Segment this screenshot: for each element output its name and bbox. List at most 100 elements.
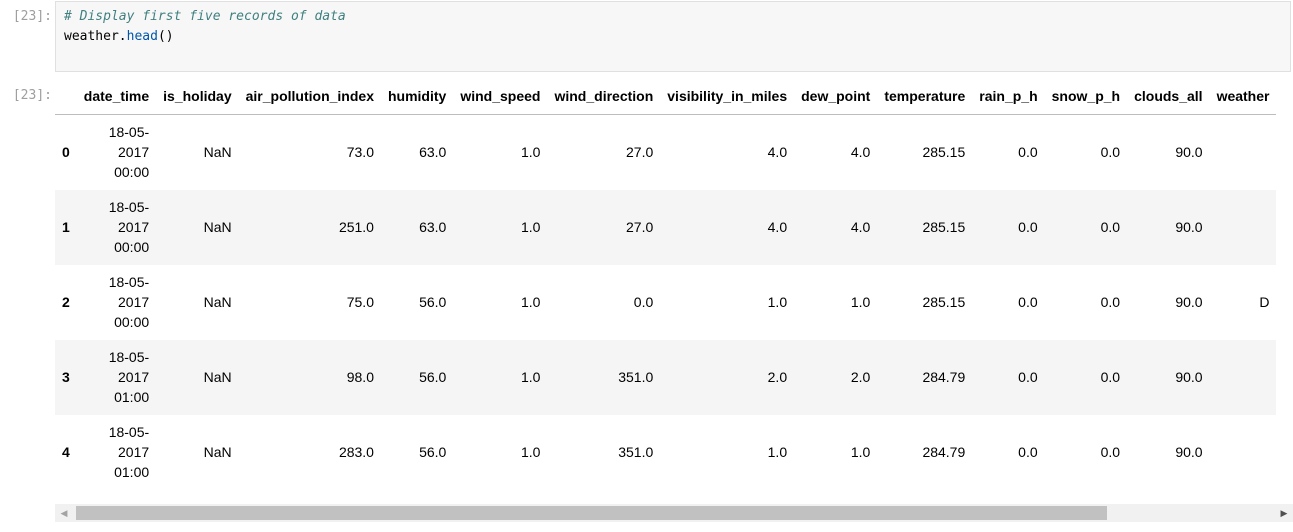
date-time-part: 18-05- xyxy=(108,274,150,290)
column-header: snow_p_h xyxy=(1044,78,1128,115)
table-cell: 27.0 xyxy=(626,219,654,235)
input-prompt: [23]: xyxy=(12,9,52,24)
table-cell: 0.0 xyxy=(1100,369,1121,385)
column-header: air_pollution_index xyxy=(238,78,381,115)
table-cell: 56.0 xyxy=(419,294,447,310)
table-cell: 90.0 xyxy=(1175,444,1203,460)
date-time-part: 18-05- xyxy=(108,124,150,141)
date-time-part: 18-05- xyxy=(108,424,150,440)
column-header: clouds_all xyxy=(1127,78,1210,115)
table-cell: NaN xyxy=(203,144,232,161)
column-header: date_time xyxy=(76,78,157,115)
table-cell: 1.0 xyxy=(767,444,788,460)
date-time-part: 00:00 xyxy=(114,164,150,181)
table-cell: 63.0 xyxy=(419,144,447,161)
output-area: date_time is_holiday air_pollution_index hu… xyxy=(55,78,1293,503)
table-cell: 1.0 xyxy=(521,294,541,310)
scroll-left-icon[interactable]: ◀ xyxy=(60,508,68,518)
table-cell xyxy=(1210,190,1277,265)
table-cell: 1.0 xyxy=(521,219,541,235)
table-cell: 75.0 xyxy=(346,294,374,310)
date-time-part: 2017 xyxy=(118,219,150,235)
table-cell: 351.0 xyxy=(618,369,654,385)
table-cell: 0.0 xyxy=(1018,294,1038,310)
column-header: dew_point xyxy=(794,78,878,115)
table-cell: 56.0 xyxy=(419,369,447,385)
code-object: weather. xyxy=(64,29,127,44)
table-row: 0 18-05- 2017 00:00 NaN 73.0 63.0 1.0 27.0 4.0 4.0… xyxy=(55,115,1276,190)
table-cell: 0.0 xyxy=(1018,444,1038,460)
table-cell: 2.0 xyxy=(850,369,871,385)
column-header: humidity xyxy=(380,78,454,115)
column-header: rain_p_h xyxy=(972,78,1045,115)
date-time-part: 00:00 xyxy=(114,314,150,330)
column-header: wind_speed xyxy=(453,78,548,115)
table-cell: 90.0 xyxy=(1175,294,1203,310)
output-prompt: [23]: xyxy=(12,88,52,103)
date-time-part: 2017 xyxy=(118,144,150,161)
table-cell: 1.0 xyxy=(521,444,541,460)
table-cell: 283.0 xyxy=(338,444,374,460)
dataframe-table: date_time is_holiday air_pollution_index hu… xyxy=(55,78,1277,490)
date-time-part: 2017 xyxy=(118,294,150,310)
table-cell: 4.0 xyxy=(850,219,871,235)
table-cell: 285.15 xyxy=(922,294,966,310)
table-cell: 1.0 xyxy=(767,294,788,310)
code-cell[interactable]: # Display first five records of data wea… xyxy=(55,1,1291,72)
date-time-part: 18-05- xyxy=(108,349,150,365)
table-cell: 90.0 xyxy=(1175,144,1203,161)
table-cell: 4.0 xyxy=(767,144,788,161)
table-cell: 0.0 xyxy=(1100,444,1121,460)
table-cell: 0.0 xyxy=(1018,219,1038,235)
scrollbar-thumb[interactable] xyxy=(76,506,1107,520)
table-cell: 0.0 xyxy=(633,294,654,310)
table-cell: 90.0 xyxy=(1175,219,1203,235)
table-row: 2 18-05- 2017 00:00 NaN 75.0 56.0 1.0 0.0 1.0 1.0 2… xyxy=(55,265,1276,340)
index-header xyxy=(55,78,77,115)
date-time-part: 2017 xyxy=(118,369,150,385)
header-row: date_time is_holiday air_pollution_index hu… xyxy=(55,78,1277,115)
table-cell: 2.0 xyxy=(767,369,788,385)
table-row: 1 18-05- 2017 00:00 NaN 251.0 63.0 1.0 27.0 4.0 4.… xyxy=(55,189,1277,265)
column-header: is_holiday xyxy=(156,78,239,115)
scroll-right-icon[interactable]: ▶ xyxy=(1280,508,1288,518)
table-cell: 98.0 xyxy=(346,369,374,385)
column-header: wind_direction xyxy=(547,78,661,115)
table-cell: 285.15 xyxy=(922,144,966,161)
date-time-cell: 18-05- 2017 01:00 xyxy=(77,415,156,490)
date-time-part: 18-05- xyxy=(108,199,150,215)
table-cell: NaN xyxy=(203,294,232,310)
table-cell: 0.0 xyxy=(1018,369,1038,385)
table-cell: 0.0 xyxy=(1100,144,1121,161)
horizontal-scrollbar[interactable]: ◀ ▶ xyxy=(55,504,1293,522)
table-cell: 0.0 xyxy=(1018,144,1038,161)
row-index: 1 xyxy=(62,219,70,235)
date-time-cell: 18-05- 2017 00:00 xyxy=(77,190,156,265)
row-index: 0 xyxy=(62,144,70,161)
date-time-cell: 18-05- 2017 00:00 xyxy=(77,265,156,340)
date-time-part: 01:00 xyxy=(114,464,150,480)
table-body: 0 18-05- 2017 00:00 NaN 73.0 63.0 1.0 27.0 4.0 4.0… xyxy=(55,115,1277,490)
code-comment: # Display first five records of data xyxy=(64,9,346,24)
table-cell: 73.0 xyxy=(346,144,374,161)
date-time-part: 00:00 xyxy=(114,239,150,255)
table-cell: 0.0 xyxy=(1100,294,1121,310)
table-cell: 0.0 xyxy=(1100,219,1121,235)
table-cell: 1.0 xyxy=(850,444,871,460)
table-cell xyxy=(1210,340,1277,415)
code-function: head xyxy=(126,29,158,44)
table-cell: 63.0 xyxy=(419,219,447,235)
table-cell: 351.0 xyxy=(618,444,654,460)
table-row: 4 18-05- 2017 01:00 NaN 283.0 56.0 1.0 351.0 1.0 1… xyxy=(55,415,1276,490)
code-statement: weather.head() xyxy=(64,29,174,44)
table-cell: 1.0 xyxy=(521,144,541,161)
table-cell: 4.0 xyxy=(850,144,871,161)
table-cell: 27.0 xyxy=(626,144,654,161)
table-cell: 251.0 xyxy=(338,219,374,235)
table-cell xyxy=(1210,115,1277,190)
column-header: temperature xyxy=(877,78,973,115)
table-cell: 1.0 xyxy=(850,294,871,310)
row-index: 2 xyxy=(62,294,70,310)
table-cell: 284.79 xyxy=(922,369,966,385)
table-cell: 1.0 xyxy=(521,369,541,385)
